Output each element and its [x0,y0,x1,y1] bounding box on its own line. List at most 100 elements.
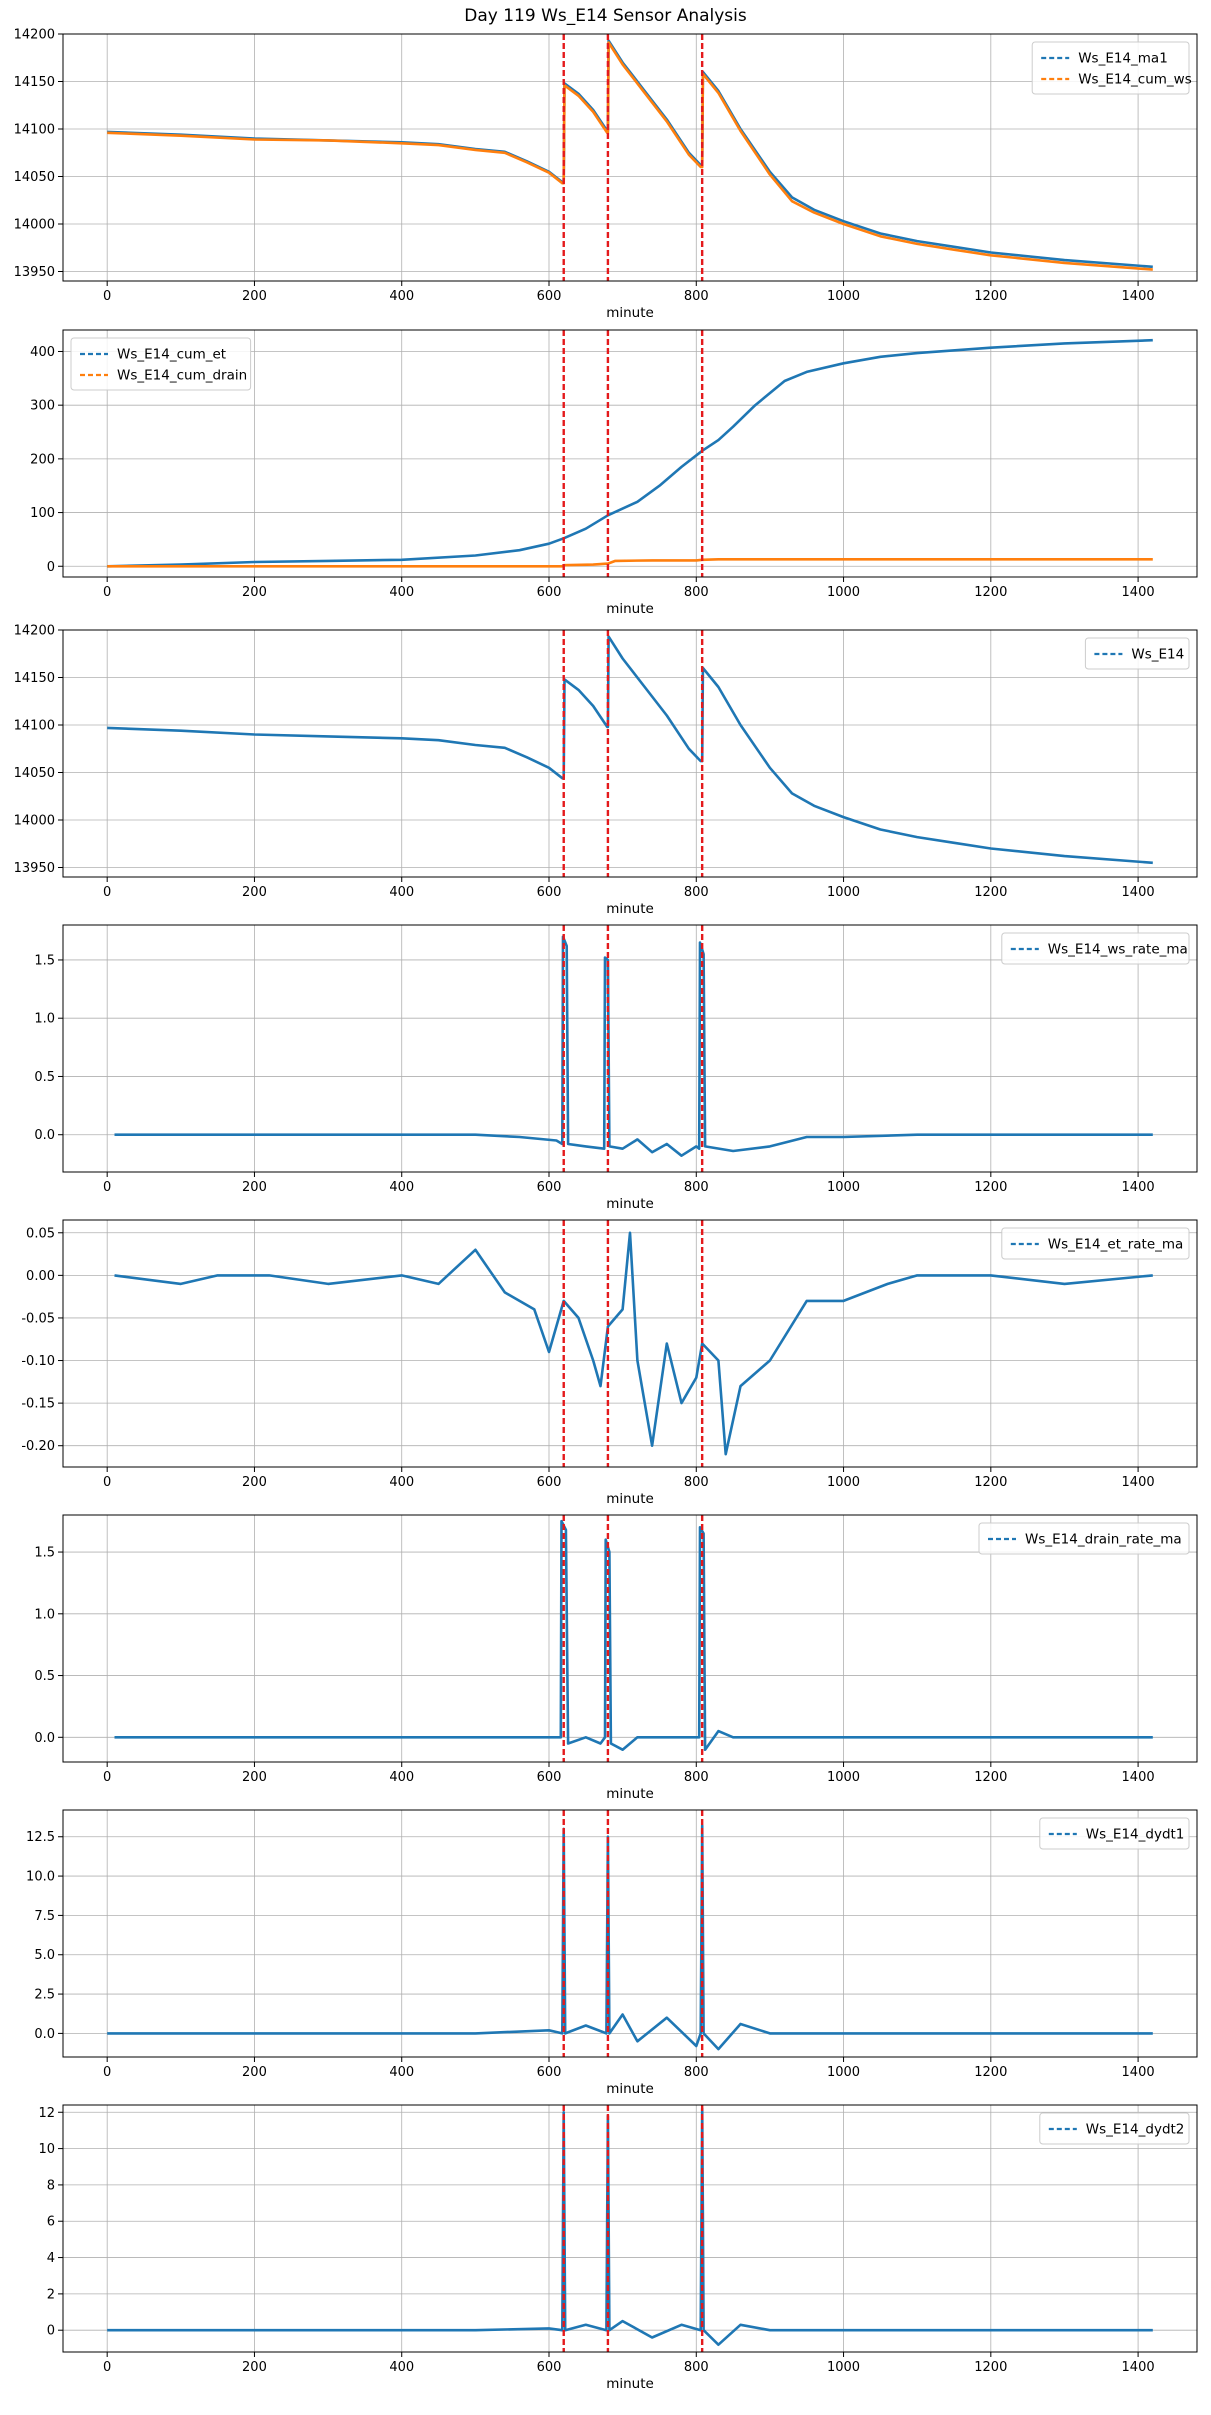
y-tick-label: -0.05 [21,1311,55,1326]
y-tick-label: 14000 [14,814,55,829]
x-tick-label: 1400 [1122,2065,1155,2080]
x-tick-label: 600 [537,1475,562,1490]
x-tick-label: 0 [103,1180,111,1195]
axes-frame [62,33,1198,282]
chart-panel-6: 0 200 400 600 800 1000 1200 1400 0.0 0.5 1.0 1.5 min… [34,1514,1198,1802]
series-line-Ws_E14_dydt1 [107,1824,1153,2051]
y-tick-label: 14150 [14,671,55,686]
legend: Ws_E14_drain_rate_ma [978,1522,1190,1555]
x-tick-label: 1400 [1122,1770,1155,1785]
x-tick-label: 1400 [1122,289,1155,304]
legend: Ws_E14_et_rate_ma [1001,1227,1190,1260]
x-tick-label: 200 [242,289,267,304]
x-tick-label: 1200 [974,1475,1007,1490]
x-axis-label: minute [606,601,654,617]
x-tick-label: 0 [103,289,111,304]
y-tick-label: 6 [47,2215,55,2230]
x-tick-label: 1000 [827,2360,860,2375]
y-tick-label: 12.5 [26,1830,55,1845]
x-tick-label: 1200 [974,2360,1007,2375]
x-tick-label: 200 [242,2360,267,2375]
legend-label: Ws_E14_cum_et [117,347,226,363]
y-tick-label: 14050 [14,170,55,185]
series-line-Ws_E14_cum_drain [107,558,1153,568]
x-tick-label: 1200 [974,2065,1007,2080]
x-tick-label: 1200 [974,289,1007,304]
x-tick-label: 800 [684,1770,709,1785]
y-tick-label: 0.5 [34,1070,55,1085]
x-tick-label: 400 [389,885,414,900]
legend-label: Ws_E14_ma1 [1078,51,1168,67]
x-tick-label: 1000 [827,585,860,600]
x-tick-label: 600 [537,1180,562,1195]
y-tick-label: 14200 [14,28,55,43]
legend-box [70,337,252,391]
x-tick-label: 600 [537,885,562,900]
x-tick-label: 1200 [974,585,1007,600]
legend-box [1001,1227,1190,1260]
x-axis-label: minute [606,1491,654,1507]
x-axis-label: minute [606,2081,654,2097]
axes-frame [62,1514,1198,1763]
legend-label: Ws_E14_ws_rate_ma [1048,942,1188,958]
y-tick-label: 13950 [14,861,55,876]
legend: Ws_E14_ma1 Ws_E14_cum_ws [1031,41,1192,95]
y-tick-label: 100 [30,506,55,521]
x-tick-label: 1000 [827,885,860,900]
x-axis-label: minute [606,305,654,321]
y-tick-label: 10 [38,2142,55,2157]
legend-label: Ws_E14_dydt1 [1086,1827,1185,1843]
chart-panel-1: 0 200 400 600 800 1000 1200 1400 13950 14000 14050… [14,28,1198,321]
x-tick-label: 400 [389,585,414,600]
chart-panel-5: 0 200 400 600 800 1000 1200 1400 -0.20 -0.15 -0.10… [21,1219,1198,1507]
y-tick-label: 1.0 [34,1607,55,1622]
x-tick-label: 400 [389,1180,414,1195]
legend-box [978,1522,1190,1555]
x-tick-label: 200 [242,1475,267,1490]
y-tick-label: 1.5 [34,1546,55,1561]
x-tick-label: 1000 [827,1770,860,1785]
legend-box [1084,637,1190,670]
y-tick-label: 0 [47,2324,55,2339]
y-tick-label: 2 [47,2287,55,2302]
y-tick-label: -0.20 [21,1439,55,1454]
y-tick-label: 0.0 [34,1128,55,1143]
y-tick-label: 14200 [14,624,55,639]
legend: Ws_E14_cum_et Ws_E14_cum_drain [70,337,252,391]
x-tick-label: 1200 [974,1180,1007,1195]
y-tick-label: 0.00 [26,1269,55,1284]
axes-frame [62,924,1198,1173]
legend: Ws_E14_ws_rate_ma [1001,932,1190,965]
x-tick-label: 0 [103,585,111,600]
legend-box [1031,41,1190,95]
x-tick-label: 800 [684,289,709,304]
x-tick-label: 800 [684,2360,709,2375]
series-line-Ws_E14_cum_ws [107,41,1153,271]
chart-panel-8: 0 200 400 600 800 1000 1200 1400 0 2 4 6 8 10 12 minute… [38,2104,1198,2392]
x-axis-label: minute [606,901,654,917]
y-tick-label: 1.5 [34,953,55,968]
x-tick-label: 1000 [827,2065,860,2080]
y-tick-label: 0.0 [34,1731,55,1746]
y-tick-label: 7.5 [34,1909,55,1924]
x-tick-label: 1200 [974,885,1007,900]
x-tick-label: 800 [684,1180,709,1195]
x-tick-label: 0 [103,2360,111,2375]
legend-label: Ws_E14_cum_ws [1078,72,1192,88]
y-tick-label: 1.0 [34,1012,55,1027]
chart-panel-3: 0 200 400 600 800 1000 1200 1400 13950 14000 14050… [14,624,1198,917]
x-tick-label: 600 [537,2065,562,2080]
x-tick-label: 1400 [1122,885,1155,900]
x-tick-label: 400 [389,289,414,304]
chart-panel-4: 0 200 400 600 800 1000 1200 1400 0.0 0.5 1.0 1.5 min… [34,924,1198,1212]
x-tick-label: 0 [103,2065,111,2080]
chart-panel-2: 0 200 400 600 800 1000 1200 1400 0 100 200 300 400 mi… [30,329,1198,617]
x-tick-label: 800 [684,2065,709,2080]
y-tick-label: 14150 [14,75,55,90]
x-tick-label: 1400 [1122,2360,1155,2375]
legend: Ws_E14_dydt2 [1039,2112,1190,2145]
axes-frame [62,629,1198,878]
legend-label: Ws_E14 [1131,647,1184,663]
x-tick-label: 1000 [827,289,860,304]
x-tick-label: 0 [103,1475,111,1490]
